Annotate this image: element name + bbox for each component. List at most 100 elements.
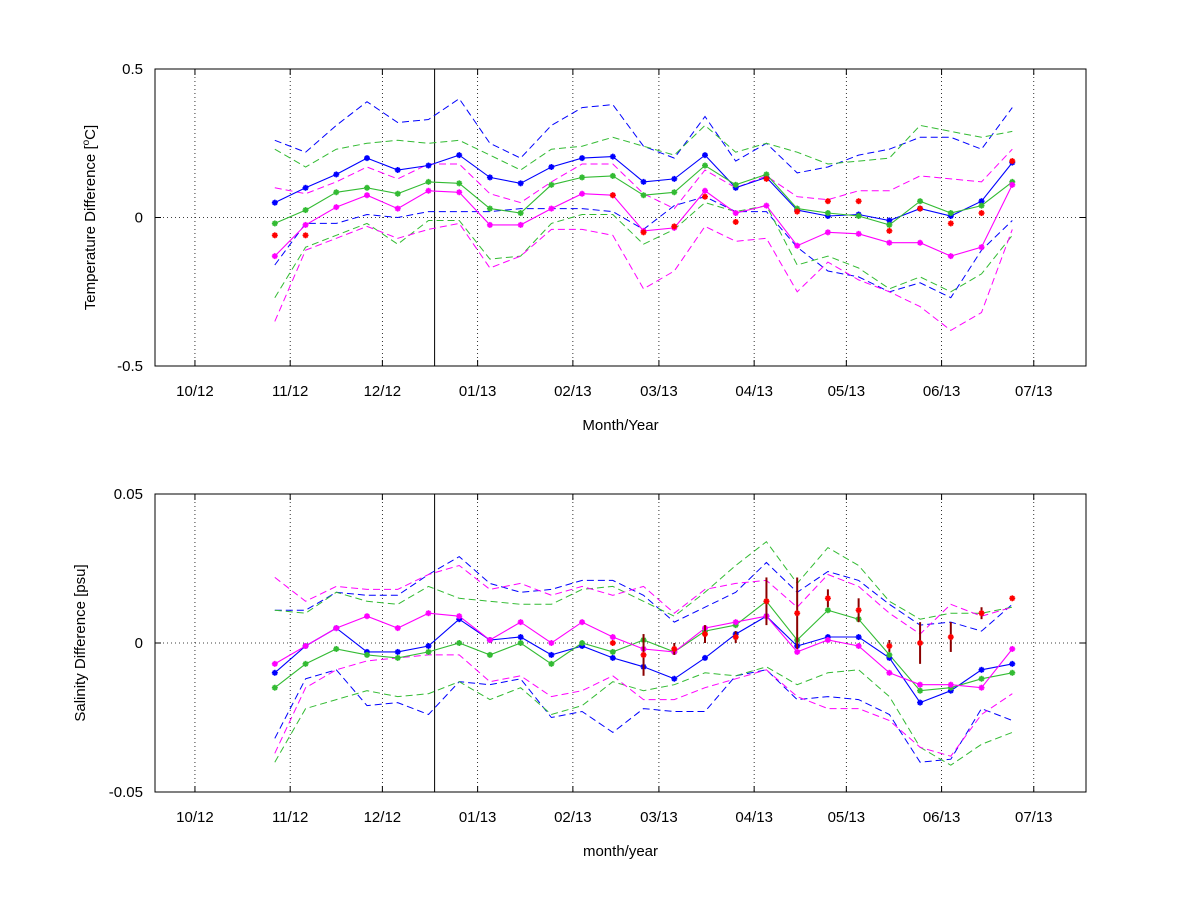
- salinity-magenta-point: [978, 684, 985, 691]
- temperature-grid: [155, 69, 1086, 366]
- temperature-blue-point: [701, 152, 708, 159]
- temperature-blue-point: [886, 217, 893, 224]
- temperature-magenta-point: [824, 229, 831, 236]
- salinity-green-point: [271, 684, 278, 691]
- salinity-magenta-point: [794, 648, 801, 655]
- temperature-observation-point: [824, 198, 831, 205]
- temperature-green-point: [640, 192, 647, 199]
- salinity-blue-point: [517, 634, 524, 641]
- salinity-green-point: [917, 687, 924, 694]
- salinity-magenta-upper-band: [274, 564, 1013, 635]
- temperature-magenta-point: [302, 221, 309, 228]
- temperature-green-point: [886, 221, 893, 228]
- temperature-magenta-point: [517, 221, 524, 228]
- temperature-observation-point: [271, 232, 278, 239]
- temperature-x-tick-label: 12/12: [364, 383, 402, 400]
- salinity-x-tick-label: 10/12: [176, 809, 214, 826]
- temperature-blue-point: [517, 180, 524, 187]
- salinity-observation-point: [701, 631, 708, 638]
- temperature-observation-point: [302, 232, 309, 239]
- salinity-blue-point: [394, 648, 401, 655]
- temperature-magenta-point: [794, 242, 801, 249]
- temperature-x-tick-label: 11/12: [272, 383, 308, 400]
- temperature-x-tick-label: 10/12: [176, 383, 214, 400]
- salinity-observation-point: [855, 607, 862, 614]
- salinity-magenta-point: [456, 613, 463, 620]
- temperature-green-point: [701, 162, 708, 169]
- temperature-green-point: [425, 178, 432, 185]
- salinity-observation-point: [947, 634, 954, 641]
- temperature-magenta-point: [425, 187, 432, 194]
- salinity-y-tick-label: 0.05: [114, 486, 143, 503]
- salinity-green-point: [609, 648, 616, 655]
- salinity-observation-point: [978, 610, 985, 617]
- temperature-x-tick-label: 02/13: [554, 383, 592, 400]
- temperature-observation-point: [978, 210, 985, 217]
- temperature-green-point: [394, 190, 401, 197]
- temperature-observation-point: [794, 208, 801, 215]
- temperature-magenta-point: [579, 190, 586, 197]
- temperature-x-tick-label: 07/13: [1015, 383, 1053, 400]
- temperature-magenta-point: [855, 230, 862, 237]
- temperature-blue-point: [425, 162, 432, 169]
- salinity-magenta-point: [486, 637, 493, 644]
- salinity-green-point: [302, 660, 309, 667]
- temperature-x-tick-label: 06/13: [923, 383, 961, 400]
- temperature-green-point: [671, 189, 678, 196]
- salinity-y-axis-label: Salinity Difference [psu]: [72, 564, 89, 721]
- temperature-blue-point: [394, 166, 401, 173]
- salinity-observation-point: [917, 640, 924, 646]
- temperature-blue-point: [456, 152, 463, 159]
- salinity-magenta-point: [302, 642, 309, 649]
- salinity-blue-lower-band: [274, 669, 1013, 763]
- salinity-y-tick-label: -0.05: [109, 784, 143, 801]
- salinity-green-point: [548, 660, 555, 667]
- salinity-panel: 10/12 11/12 12/12 01/13 02/13 03/13 04/13 05/13…: [72, 486, 1087, 860]
- temperature-magenta-point: [364, 192, 371, 199]
- temperature-magenta-point: [548, 205, 555, 212]
- temperature-x-tick-label: 05/13: [828, 383, 866, 400]
- salinity-green-point: [425, 648, 432, 655]
- salinity-green-upper-band: [274, 540, 1013, 620]
- salinity-magenta-point: [425, 610, 432, 617]
- temperature-blue-point: [333, 171, 340, 178]
- temperature-bands: [274, 98, 1013, 332]
- temperature-green-point: [579, 174, 586, 181]
- salinity-green-point: [456, 640, 463, 646]
- salinity-x-tick-label: 01/13: [459, 809, 497, 826]
- salinity-x-tick-label: 11/12: [272, 809, 308, 826]
- temperature-series-lines: [274, 154, 1013, 257]
- temperature-y-tick-label: 0: [135, 210, 143, 227]
- temperature-magenta-point: [917, 239, 924, 246]
- temperature-green-point: [333, 189, 340, 196]
- temperature-observation-points: [271, 158, 1016, 239]
- salinity-green-point: [394, 654, 401, 661]
- salinity-x-axis-label: month/year: [583, 843, 658, 860]
- salinity-magenta-point: [333, 625, 340, 632]
- salinity-green-point: [824, 607, 831, 614]
- salinity-observation-point: [886, 642, 893, 649]
- salinity-blue-point: [271, 669, 278, 676]
- salinity-x-tick-label: 07/13: [1015, 809, 1053, 826]
- salinity-magenta-point: [824, 637, 831, 644]
- salinity-magenta-point: [548, 640, 555, 646]
- salinity-x-tick-label: 03/13: [640, 809, 678, 826]
- temperature-green-point: [302, 207, 309, 214]
- temperature-green-point: [947, 210, 954, 217]
- temperature-observation-point: [640, 229, 647, 236]
- temperature-blue-lower-band: [274, 196, 1013, 299]
- temperature-magenta-point: [701, 187, 708, 194]
- salinity-observation-point: [609, 640, 616, 646]
- temperature-x-tick-labels: 10/12 11/12 12/12 01/13 02/13 03/13 04/13 05/13…: [176, 383, 1052, 400]
- temperature-y-tick-label: -0.5: [117, 358, 143, 375]
- temperature-panel: 10/12 11/12 12/12 01/13 02/13 03/13 04/13 05/13…: [81, 61, 1087, 434]
- salinity-blue-point: [609, 654, 616, 661]
- temperature-blue-point: [271, 199, 278, 206]
- temperature-blue-point: [364, 155, 371, 162]
- temperature-y-tick-labels: -0.5 0 0.5: [117, 61, 143, 375]
- salinity-green-point: [486, 651, 493, 658]
- temperature-green-point: [917, 198, 924, 205]
- temperature-green-point: [824, 210, 831, 217]
- temperature-magenta-point: [486, 221, 493, 228]
- temperature-green-point: [364, 184, 371, 191]
